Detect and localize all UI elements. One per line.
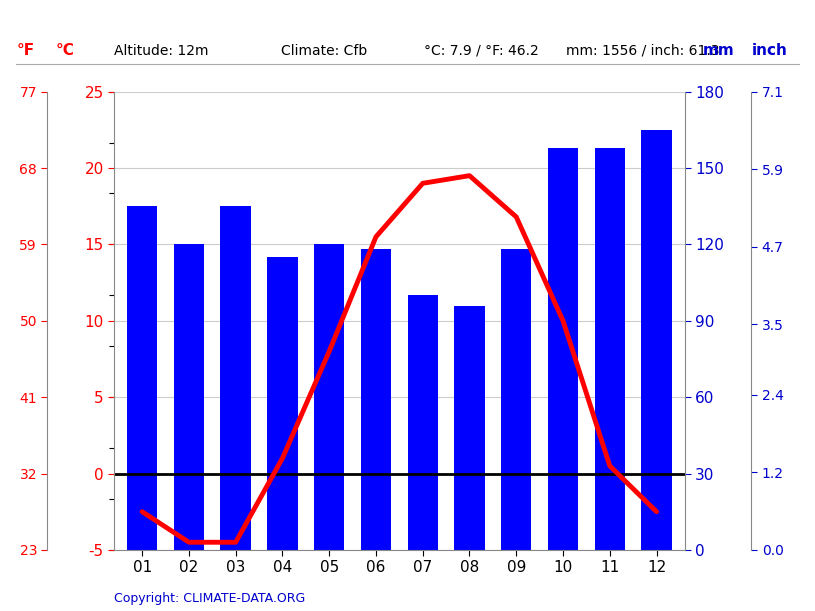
Bar [595, 148, 625, 550]
Bar [501, 249, 531, 550]
Bar [174, 244, 204, 550]
Bar [221, 206, 251, 550]
Bar [361, 249, 391, 550]
Bar [454, 306, 485, 550]
Text: mm: mm [703, 43, 734, 58]
Text: inch: inch [752, 43, 788, 58]
Text: °C: 7.9 / °F: 46.2: °C: 7.9 / °F: 46.2 [424, 44, 539, 58]
Bar [641, 130, 672, 550]
Bar [314, 244, 345, 550]
Bar [267, 257, 297, 550]
Bar [127, 206, 157, 550]
Bar [408, 295, 438, 550]
Text: mm: 1556 / inch: 61.3: mm: 1556 / inch: 61.3 [566, 44, 720, 58]
Text: Climate: Cfb: Climate: Cfb [281, 44, 368, 58]
Text: Altitude: 12m: Altitude: 12m [114, 44, 209, 58]
Text: °C: °C [55, 43, 74, 58]
Text: °F: °F [16, 43, 34, 58]
Text: Copyright: CLIMATE-DATA.ORG: Copyright: CLIMATE-DATA.ORG [114, 592, 306, 605]
Bar [548, 148, 578, 550]
